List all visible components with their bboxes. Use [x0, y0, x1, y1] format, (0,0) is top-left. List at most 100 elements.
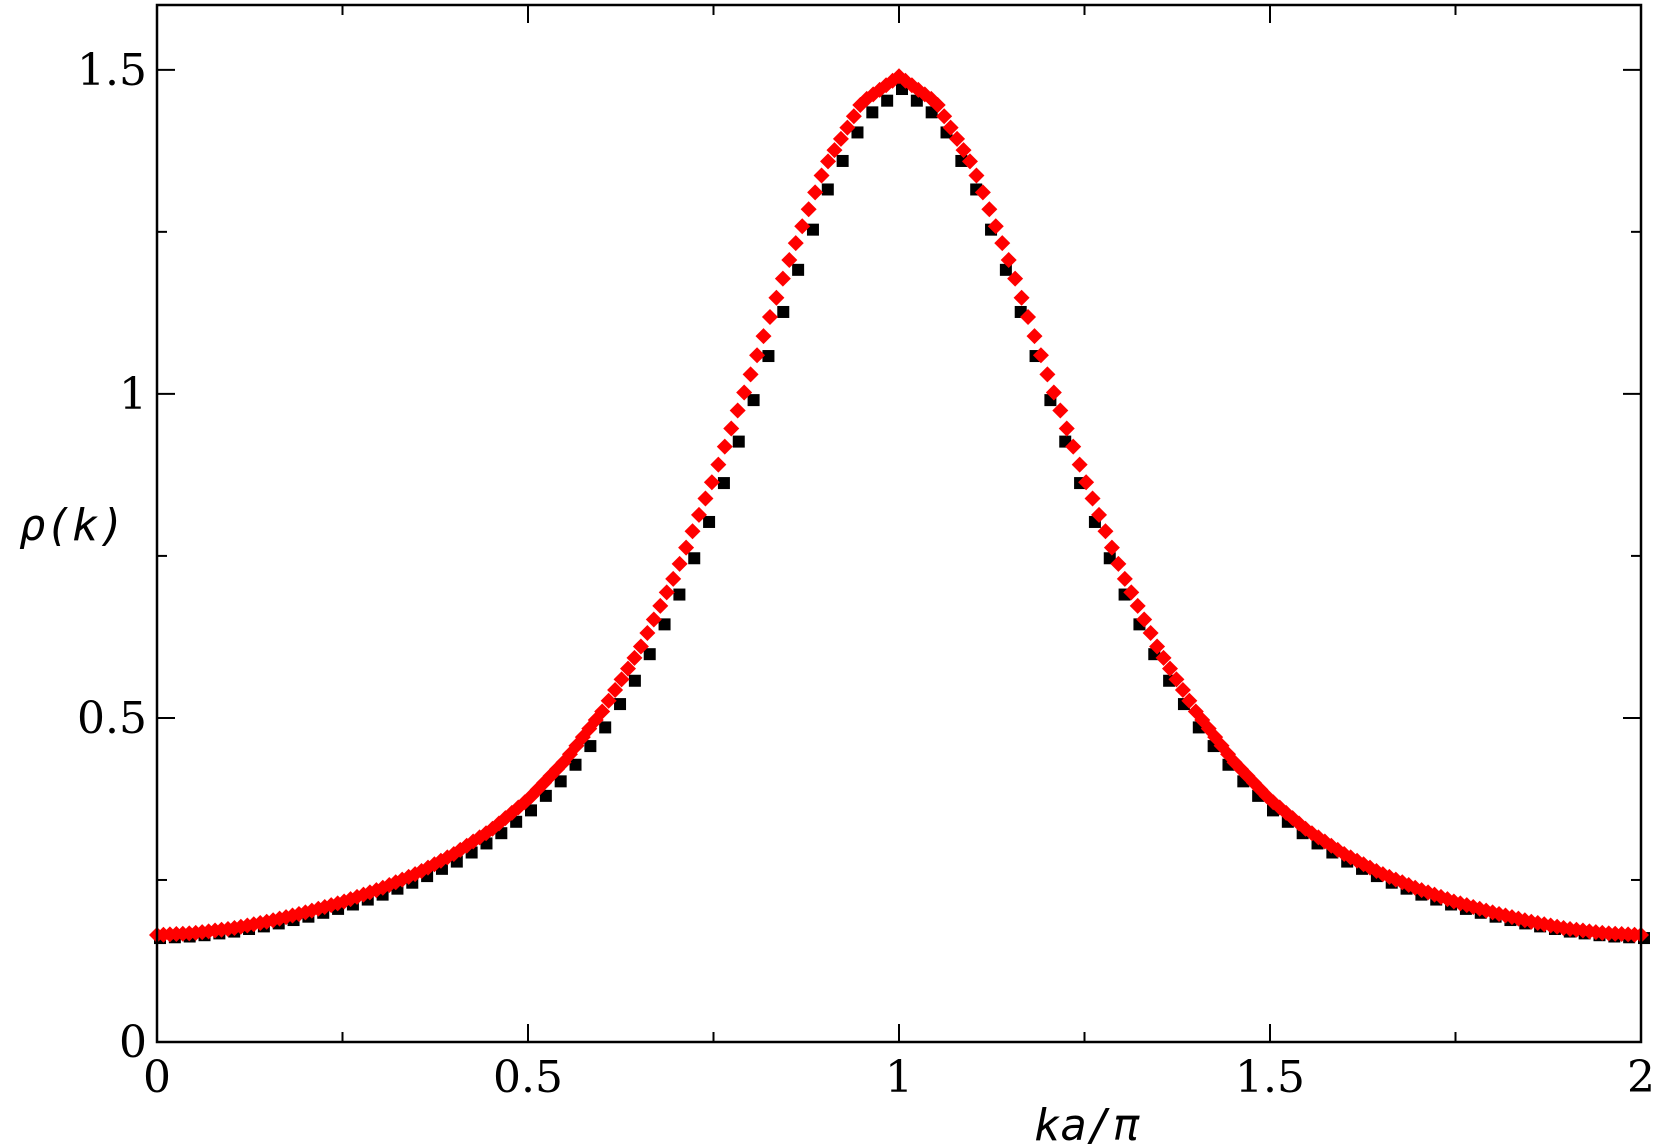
- data-point: [678, 539, 695, 556]
- data-point: [1007, 270, 1024, 287]
- data-point: [845, 108, 862, 125]
- data-point: [806, 223, 819, 236]
- data-point: [836, 154, 849, 167]
- data-point: [851, 126, 864, 139]
- data-point: [658, 584, 675, 601]
- data-point: [1084, 490, 1101, 507]
- y-tick-label: 0: [119, 1017, 147, 1068]
- data-point: [620, 660, 637, 677]
- data-point: [955, 142, 972, 159]
- data-point: [936, 108, 953, 125]
- data-point: [747, 394, 760, 407]
- x-tick-label: 0: [143, 1052, 171, 1103]
- data-point: [1149, 638, 1166, 655]
- data-point: [839, 119, 856, 136]
- data-point: [994, 235, 1011, 252]
- data-point: [1103, 552, 1116, 565]
- data-point: [688, 552, 701, 565]
- data-point: [671, 555, 688, 572]
- data-point: [652, 597, 669, 614]
- x-tick-label: 1: [885, 1052, 913, 1103]
- data-point: [949, 130, 966, 147]
- data-point: [697, 490, 714, 507]
- data-point: [690, 506, 707, 523]
- data-point: [792, 263, 805, 276]
- data-point: [736, 384, 753, 401]
- data-point: [658, 618, 671, 631]
- data-point: [554, 775, 567, 788]
- data-point: [955, 154, 968, 167]
- data-point: [599, 721, 612, 734]
- data-point: [1078, 474, 1095, 491]
- data-point: [981, 201, 998, 218]
- data-point: [665, 570, 682, 587]
- data-point: [607, 682, 624, 699]
- data-point: [942, 119, 959, 136]
- data-point: [749, 347, 766, 364]
- data-point: [614, 698, 627, 711]
- data-point: [723, 420, 740, 437]
- series-layer: [149, 68, 1650, 945]
- data-point: [1039, 366, 1056, 383]
- data-point: [826, 142, 843, 159]
- y-tick-label: 1: [119, 369, 147, 420]
- y-axis-label: ρ(k): [19, 500, 125, 551]
- series-1: [149, 68, 1649, 944]
- data-point: [729, 402, 746, 419]
- x-tick-label: 1.5: [1235, 1052, 1305, 1103]
- data-point: [673, 588, 686, 601]
- data-point: [1142, 624, 1159, 641]
- data-point: [626, 649, 643, 666]
- data-point: [1110, 555, 1127, 572]
- data-point: [717, 477, 730, 490]
- data-point: [632, 638, 649, 655]
- data-point: [832, 130, 849, 147]
- data-point: [732, 435, 745, 448]
- data-point: [813, 167, 830, 184]
- data-point: [1103, 539, 1120, 556]
- data-point: [866, 106, 879, 119]
- data-point: [974, 184, 991, 201]
- data-point: [645, 611, 662, 628]
- data-point: [820, 153, 837, 170]
- data-point: [781, 252, 798, 269]
- data-point: [1116, 570, 1133, 587]
- data-point: [1097, 523, 1114, 540]
- data-point: [881, 94, 894, 107]
- data-point: [807, 184, 824, 201]
- data-point: [600, 692, 617, 709]
- data-point: [525, 804, 537, 817]
- data-point: [1065, 438, 1082, 455]
- data-point: [643, 648, 656, 661]
- data-point: [1155, 649, 1172, 666]
- data-point: [761, 308, 778, 325]
- data-point: [710, 456, 727, 473]
- data-point: [1071, 456, 1088, 473]
- data-point: [1123, 584, 1140, 601]
- data-point: [794, 218, 811, 235]
- data-point: [1020, 308, 1037, 325]
- data-point: [1091, 506, 1108, 523]
- y-tick-label: 1.5: [77, 45, 147, 96]
- data-point: [613, 671, 630, 688]
- y-tick-label: 0.5: [77, 693, 147, 744]
- data-point: [929, 97, 946, 114]
- data-point: [539, 789, 552, 802]
- data-point: [777, 305, 790, 318]
- data-point: [1181, 692, 1198, 709]
- data-point: [1045, 384, 1062, 401]
- data-point: [762, 350, 775, 363]
- data-point: [703, 515, 716, 528]
- data-point: [1161, 660, 1178, 677]
- data-point: [742, 366, 759, 383]
- data-point: [910, 94, 923, 107]
- ticks-layer: 0 0.5 1 1.5 2 0 0.5 1 1.5: [77, 5, 1655, 1103]
- data-point: [768, 289, 785, 306]
- data-point: [628, 674, 641, 687]
- data-point: [703, 474, 720, 491]
- data-point: [774, 270, 791, 287]
- data-point: [1136, 611, 1153, 628]
- data-point: [684, 523, 701, 540]
- data-point: [497, 810, 514, 827]
- data-point: [716, 438, 733, 455]
